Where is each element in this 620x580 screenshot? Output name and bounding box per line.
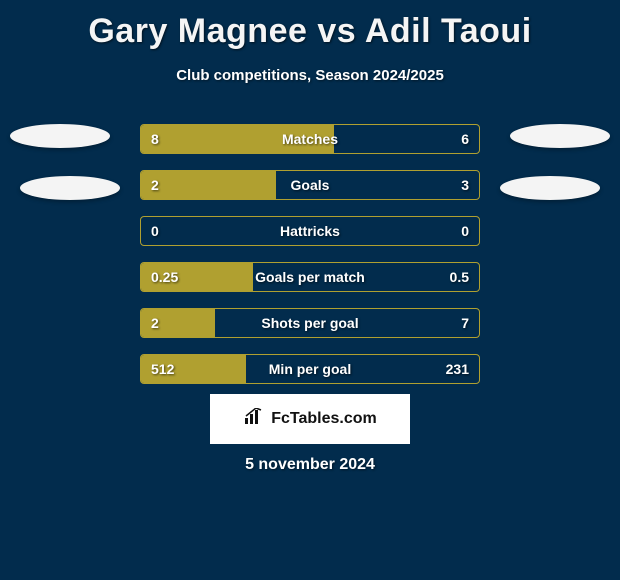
bar-row-matches: 8 Matches 6 (140, 124, 480, 154)
bar-right-value: 0.5 (450, 263, 469, 291)
page-subtitle: Club competitions, Season 2024/2025 (0, 67, 620, 84)
page-title: Gary Magnee vs Adil Taoui (0, 0, 620, 51)
logo-box: FcTables.com (210, 394, 410, 444)
player1-avatar-placeholder-bottom (20, 176, 120, 200)
date-label: 5 november 2024 (0, 456, 620, 474)
bar-row-goals-per-match: 0.25 Goals per match 0.5 (140, 262, 480, 292)
bar-label: Goals (141, 171, 479, 199)
player2-avatar-placeholder-top (510, 124, 610, 148)
bar-right-value: 0 (461, 217, 469, 245)
player1-avatar-placeholder-top (10, 124, 110, 148)
bar-label: Shots per goal (141, 309, 479, 337)
bar-row-min-per-goal: 512 Min per goal 231 (140, 354, 480, 384)
bar-chart-icon (243, 408, 265, 431)
player2-avatar-placeholder-bottom (500, 176, 600, 200)
bar-label: Min per goal (141, 355, 479, 383)
logo-text: FcTables.com (271, 410, 377, 428)
bar-label: Hattricks (141, 217, 479, 245)
bar-label: Matches (141, 125, 479, 153)
bar-row-hattricks: 0 Hattricks 0 (140, 216, 480, 246)
bar-right-value: 7 (461, 309, 469, 337)
bar-row-goals: 2 Goals 3 (140, 170, 480, 200)
bar-row-shots-per-goal: 2 Shots per goal 7 (140, 308, 480, 338)
comparison-bars: 8 Matches 6 2 Goals 3 0 Hattricks 0 0.25… (140, 124, 480, 400)
bar-right-value: 6 (461, 125, 469, 153)
bar-label: Goals per match (141, 263, 479, 291)
bar-right-value: 231 (446, 355, 469, 383)
bar-right-value: 3 (461, 171, 469, 199)
